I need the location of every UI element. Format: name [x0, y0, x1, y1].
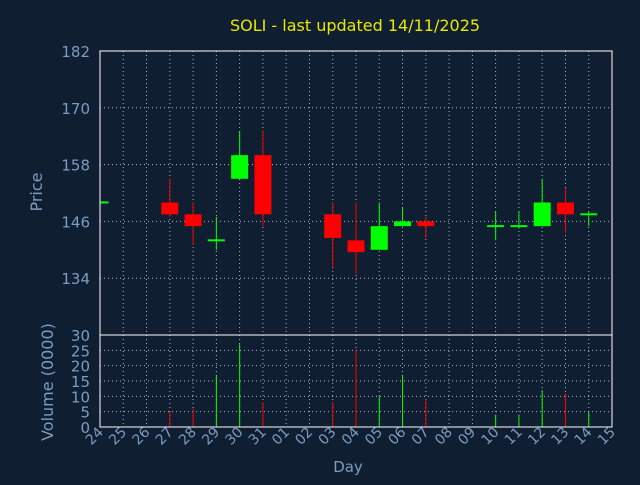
price-panel-frame [99, 50, 613, 336]
x-tick-label: 14 [572, 424, 596, 448]
x-tick-label: 08 [432, 425, 456, 449]
x-tick-label: 29 [199, 425, 223, 449]
x-tick-label: 10 [479, 425, 503, 449]
candle-body [324, 214, 342, 238]
x-tick-label: 09 [455, 425, 479, 449]
candle-body [510, 225, 528, 228]
x-tick-label: 12 [525, 425, 549, 449]
volume-axis-label: Volume (0000) [38, 323, 57, 441]
x-axis-label: Day [333, 458, 363, 476]
volume-layer [169, 344, 590, 427]
volume-tick-label: 10 [71, 388, 90, 406]
x-tick-label: 30 [223, 425, 247, 449]
x-tick-label: 05 [362, 425, 386, 449]
volume-tick-label: 20 [71, 358, 90, 376]
candle-body [370, 226, 388, 250]
candle-body [417, 221, 435, 227]
candle-body [100, 201, 109, 204]
candle-body [533, 202, 551, 227]
x-tick-label: 25 [106, 425, 130, 449]
x-tick-label: 26 [129, 424, 153, 448]
candle-body [207, 239, 225, 242]
x-tick-label: 06 [385, 424, 409, 448]
volume-tick-label: 0 [80, 419, 90, 437]
x-tick-label: 04 [339, 424, 363, 448]
candle-body [184, 214, 202, 227]
grid-layer: 24 25 26 27 28 29 30 31 01 02 03 04 05 06 07 08 09 10 11 12… [61, 43, 618, 448]
price-tick-label: 158 [61, 157, 90, 175]
x-tick-label: 11 [502, 425, 526, 449]
volume-panel-frame [99, 334, 613, 428]
x-tick-label: 01 [269, 425, 293, 449]
candle-body [231, 155, 249, 179]
candle-body [487, 225, 505, 228]
volume-tick-label: 15 [71, 373, 90, 391]
frame-layer [99, 50, 613, 428]
price-tick-label: 134 [61, 270, 90, 288]
label-layer: SOLI - last updated 14/11/2025 Price Vol… [27, 16, 480, 476]
x-tick-label: 02 [292, 425, 316, 449]
candle-body [394, 221, 412, 227]
x-tick-label: 13 [548, 425, 572, 449]
x-tick-label: 07 [409, 425, 433, 449]
price-tick-label: 146 [61, 213, 90, 231]
candle-body [556, 202, 574, 215]
volume-tick-label: 5 [80, 404, 90, 422]
volume-tick-label: 30 [71, 327, 90, 345]
candle-body [254, 155, 272, 215]
x-tick-label: 15 [595, 425, 619, 449]
candle-body [580, 213, 598, 216]
x-tick-label: 28 [176, 425, 200, 449]
x-tick-label: 31 [246, 425, 270, 449]
chart-title: SOLI - last updated 14/11/2025 [230, 16, 480, 35]
price-tick-label: 170 [61, 100, 90, 118]
x-tick-label: 03 [316, 425, 340, 449]
volume-tick-label: 25 [71, 342, 90, 360]
candle-body [161, 202, 179, 215]
price-axis-label: Price [27, 172, 46, 211]
price-tick-label: 182 [61, 43, 90, 61]
candle-body [347, 240, 365, 253]
x-tick-label: 27 [153, 425, 177, 449]
candle-layer [100, 131, 598, 274]
